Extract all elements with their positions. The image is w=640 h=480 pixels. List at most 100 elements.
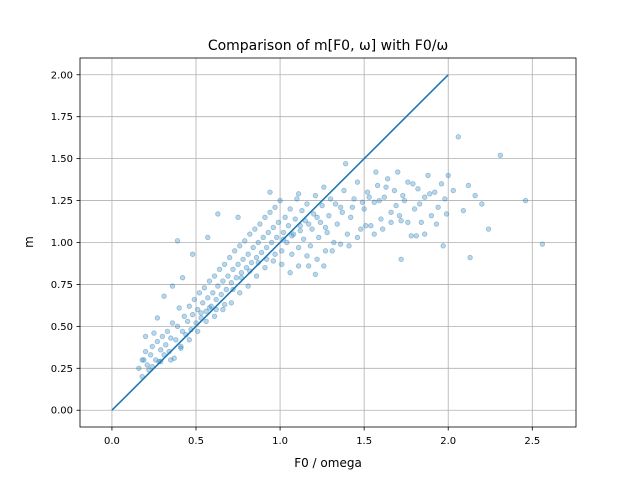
scatter-point — [324, 229, 330, 236]
scatter-point — [285, 223, 292, 229]
scatter-point — [376, 197, 382, 204]
scatter-point — [388, 219, 394, 226]
scatter-point — [349, 204, 356, 210]
scatter-point — [351, 196, 357, 202]
scatter-point — [240, 256, 246, 262]
scatter-point — [163, 342, 169, 348]
scatter-point — [299, 207, 305, 214]
scatter-point — [237, 290, 243, 296]
scatter-point — [258, 249, 265, 256]
scatter-point — [210, 290, 216, 296]
scatter-point — [164, 328, 171, 335]
scatter-point — [144, 362, 150, 368]
scatter-point — [179, 275, 186, 281]
x-tick-label: 0.0 — [104, 436, 120, 447]
y-tick-label: 1.25 — [51, 196, 73, 207]
scatter-point — [497, 152, 504, 158]
x-tick-label: 1.0 — [272, 436, 288, 447]
scatter-point — [262, 214, 268, 221]
scatter-point — [337, 241, 344, 247]
scatter-point — [522, 197, 529, 204]
scatter-point — [408, 233, 414, 239]
scatter-point — [235, 214, 241, 221]
scatter-point — [243, 264, 250, 271]
scatter-point — [440, 243, 446, 249]
scatter-point — [235, 261, 241, 268]
scatter-point — [290, 231, 297, 237]
scatter-point — [342, 160, 349, 167]
scatter-point — [141, 357, 147, 363]
scatter-point — [292, 216, 298, 222]
scatter-point — [339, 209, 345, 216]
scatter-point — [467, 254, 473, 261]
scatter-point — [215, 283, 221, 289]
scatter-point — [221, 301, 228, 308]
scatter-point — [253, 273, 260, 279]
scatter-point — [287, 206, 293, 212]
scatter-point — [186, 303, 192, 309]
scatter-point — [289, 251, 295, 257]
scatter-point — [253, 254, 260, 261]
scatter-point — [252, 226, 258, 232]
scatter-point — [189, 311, 196, 318]
scatter-point — [395, 169, 401, 175]
scatter-point — [295, 191, 302, 197]
scatter-point — [368, 223, 374, 229]
scatter-point — [277, 197, 283, 204]
scatter-point — [245, 251, 251, 257]
scatter-point — [149, 343, 155, 350]
scatter-point — [410, 181, 416, 187]
scatter-point — [228, 300, 235, 306]
scatter-point — [358, 226, 364, 232]
scatter-point — [220, 278, 226, 284]
scatter-point — [200, 300, 206, 306]
scatter-point — [361, 206, 367, 212]
scatter-point — [245, 283, 251, 289]
scatter-point — [257, 221, 263, 227]
scatter-point — [321, 184, 327, 190]
scatter-point — [442, 196, 448, 202]
scatter-point — [228, 280, 235, 286]
scatter-point — [297, 228, 303, 234]
scatter-point — [432, 189, 438, 195]
scatter-point — [211, 313, 218, 319]
scatter-point — [363, 223, 369, 229]
scatter-point — [347, 214, 354, 221]
scatter-point — [413, 233, 419, 239]
scatter-point — [307, 243, 314, 249]
scatter-point — [455, 134, 462, 140]
scatter-point — [208, 303, 214, 309]
scatter-point — [539, 241, 546, 247]
scatter-point — [262, 264, 268, 271]
scatter-point — [304, 253, 310, 259]
scatter-point — [472, 192, 478, 199]
scatter-point — [215, 211, 221, 217]
scatter-point — [171, 355, 177, 361]
scatter-point — [233, 275, 240, 281]
scatter-point — [194, 328, 201, 335]
scatter-point — [384, 176, 391, 182]
y-tick-label: 0.00 — [51, 406, 73, 417]
scatter-point — [250, 244, 256, 251]
scatter-point — [311, 211, 317, 217]
scatter-point — [142, 333, 149, 340]
scatter-point — [373, 169, 379, 175]
scatter-point — [184, 318, 191, 325]
scatter-point — [255, 239, 261, 246]
scatter-point — [435, 204, 441, 210]
scatter-point — [270, 224, 277, 231]
scatter-point — [198, 310, 204, 316]
scatter-point — [371, 199, 377, 205]
scatter-point — [314, 214, 320, 221]
scatter-point — [139, 357, 145, 363]
scatter-point — [206, 278, 213, 284]
scatter-point — [354, 234, 361, 241]
scatter-point — [178, 343, 184, 350]
scatter-point — [396, 212, 403, 219]
scatter-point — [280, 229, 287, 236]
scatter-point — [346, 243, 352, 249]
scatter-point — [460, 207, 467, 214]
scatter-layer — [136, 134, 546, 380]
scatter-point — [401, 197, 408, 204]
